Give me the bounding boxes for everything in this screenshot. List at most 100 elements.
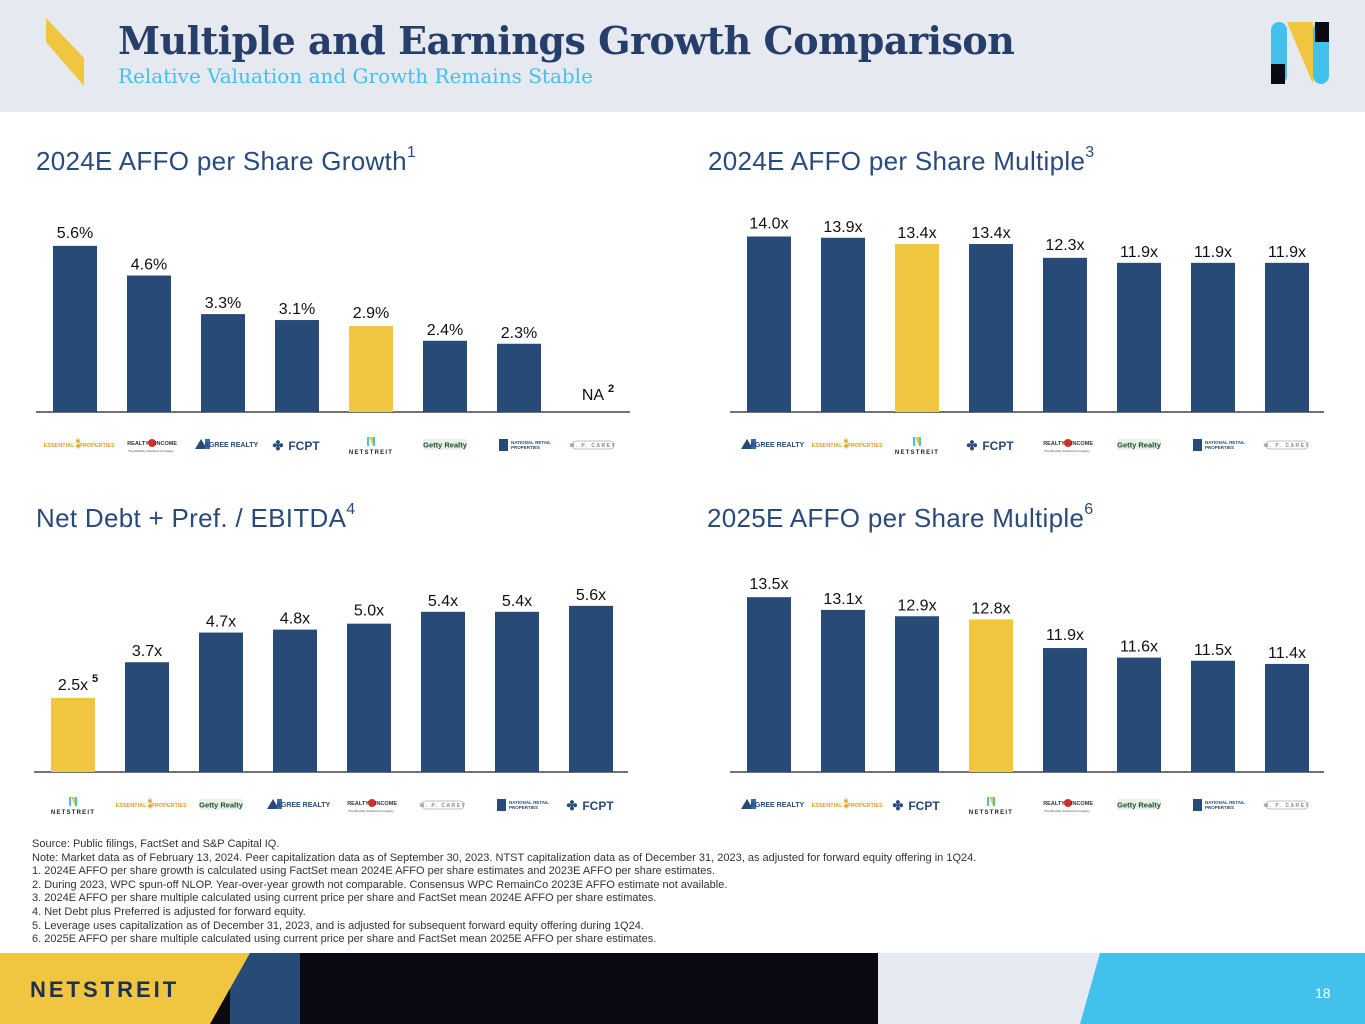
logo-w-p-carey: W. P. CAREY — [420, 800, 467, 810]
circle-icon — [148, 439, 156, 447]
bar-fcpt — [895, 616, 939, 772]
bar-essential-properties — [125, 662, 169, 772]
data-label-w-p-carey: 5.4x — [428, 593, 458, 610]
logo-realty-income: REALTY INCOME The Monthly Dividend Company — [127, 439, 177, 453]
logo-w-p-carey: W. P. CAREY — [1264, 800, 1311, 810]
data-label-agree-realty: 14.0x — [749, 216, 788, 233]
svg-text:FCPT: FCPT — [288, 439, 320, 453]
asterisk-icon: ✤ — [893, 798, 904, 813]
netstreit-n-logo-icon — [1271, 22, 1329, 84]
data-label-w-p-carey: NA — [582, 387, 605, 404]
page-number: 18 — [1315, 985, 1331, 1001]
ar-icon — [267, 799, 282, 809]
data-label-essential-properties: 13.9x — [823, 219, 862, 236]
chart-title-affo-growth: 2024E AFFO per Share Growth1 — [36, 144, 417, 176]
svg-text:REALTY: REALTY — [347, 801, 369, 807]
n-icon — [913, 437, 921, 446]
circle-icon — [1064, 439, 1072, 447]
asterisk-icon: ⁑ — [148, 798, 153, 811]
data-label-netstreit: 2.5x — [58, 677, 88, 694]
bar-netstreit — [969, 619, 1013, 772]
logo-getty-realty: Getty Realty — [1117, 439, 1162, 450]
svg-text:REALTY: REALTY — [1043, 801, 1065, 807]
header-band — [0, 0, 1365, 112]
svg-text:W. P. CAREY: W. P. CAREY — [1264, 803, 1311, 809]
logo-fcpt: ✤ FCPT — [567, 798, 615, 813]
bar-realty-income — [1043, 257, 1087, 412]
logo-essential-properties: ESSENTIAL ⁑PROPERTIES — [44, 438, 115, 451]
data-label-fcpt: 12.9x — [897, 597, 936, 614]
svg-text:Getty Realty: Getty Realty — [423, 441, 468, 450]
svg-text:The Monthly Dividend Company: The Monthly Dividend Company — [128, 449, 174, 453]
svg-text:NATIONAL RETAIL: NATIONAL RETAIL — [1205, 800, 1245, 805]
footnote-1: 1. 2024E AFFO per share growth is calcul… — [32, 865, 715, 878]
data-label-w-p-carey: 11.9x — [1268, 244, 1306, 261]
data-label-getty-realty: 4.7x — [206, 614, 236, 631]
data-label-agree-realty: 3.3% — [205, 295, 241, 312]
logo-fcpt: ✤ FCPT — [967, 438, 1015, 453]
svg-text:W. P. CAREY: W. P. CAREY — [1264, 443, 1311, 449]
svg-text:INCOME: INCOME — [375, 801, 397, 807]
logo-fcpt: ✤ FCPT — [273, 438, 321, 453]
page-title: Multiple and Earnings Growth Comparison — [118, 18, 1015, 63]
data-label-fcpt: 3.1% — [279, 301, 315, 318]
ar-icon — [741, 799, 756, 809]
bar-national-retail-properties — [497, 343, 541, 412]
bar-netstreit — [51, 697, 95, 772]
svg-text:⁑: ⁑ — [148, 798, 153, 811]
logo-agree-realty: AGREE REALTY — [741, 799, 804, 809]
logo-realty-income: REALTY INCOME The Monthly Dividend Company — [1043, 439, 1093, 453]
svg-text:ESSENTIAL: ESSENTIAL — [812, 443, 844, 449]
data-label-essential-properties: 13.1x — [823, 591, 862, 608]
bar-netstreit — [895, 244, 939, 412]
logo-w-p-carey: W. P. CAREY — [570, 440, 615, 450]
bar-fcpt — [569, 605, 613, 772]
svg-text:INCOME: INCOME — [155, 441, 177, 447]
svg-text:The Monthly Dividend Company: The Monthly Dividend Company — [348, 809, 394, 813]
n-icon — [987, 797, 995, 806]
logo-getty-realty: Getty Realty — [423, 439, 468, 450]
logo-realty-income: REALTY INCOME The Monthly Dividend Company — [1043, 799, 1093, 813]
logo-netstreit: NETSTREIT — [895, 437, 938, 456]
data-label-getty-realty: 11.9x — [1120, 244, 1158, 261]
logo-essential-properties: ESSENTIAL ⁑PROPERTIES — [812, 798, 883, 811]
bar-realty-income — [127, 275, 171, 412]
data-label-agree-realty: 4.8x — [280, 611, 310, 628]
data-label-footnote-w-p-carey: 2 — [608, 383, 614, 395]
svg-text:✤: ✤ — [273, 438, 284, 453]
logo-getty-realty: Getty Realty — [1117, 799, 1162, 810]
bar-national-retail-properties — [495, 611, 539, 772]
circle-icon — [1064, 799, 1072, 807]
svg-text:PROPERTIES: PROPERTIES — [847, 803, 883, 809]
bar-national-retail-properties — [1191, 660, 1235, 772]
asterisk-icon: ⁑ — [844, 438, 849, 451]
footnote-source: Source: Public filings, FactSet and S&P … — [32, 838, 280, 850]
data-label-w-p-carey: 11.4x — [1268, 645, 1306, 662]
logo-netstreit: NETSTREIT — [969, 797, 1013, 816]
data-label-fcpt: 5.6x — [576, 587, 606, 604]
logo-agree-realty: AGREE REALTY — [267, 799, 330, 809]
footnote-note: Note: Market data as of February 13, 202… — [32, 851, 977, 864]
svg-text:NETSTREIT: NETSTREIT — [969, 810, 1013, 816]
bar-getty-realty — [423, 340, 467, 412]
page-subtitle: Relative Valuation and Growth Remains St… — [118, 64, 593, 88]
footnote-6: 6. 2025E AFFO per share multiple calcula… — [32, 933, 657, 946]
asterisk-icon: ✤ — [273, 438, 284, 453]
svg-text:The Monthly Dividend Company: The Monthly Dividend Company — [1044, 449, 1090, 453]
data-label-essential-properties: 5.6% — [57, 225, 93, 242]
nr-icon — [497, 799, 506, 811]
svg-text:AGREE REALTY: AGREE REALTY — [750, 442, 805, 449]
svg-text:PROPERTIES: PROPERTIES — [79, 443, 115, 449]
footer-band — [0, 953, 1365, 1024]
svg-text:FCPT: FCPT — [982, 439, 1014, 453]
svg-text:ESSENTIAL: ESSENTIAL — [812, 803, 844, 809]
svg-text:PROPERTIES: PROPERTIES — [1205, 805, 1234, 810]
footer-brand-wordmark: NETSTREIT — [30, 977, 180, 1002]
svg-text:W. P. CAREY: W. P. CAREY — [420, 803, 467, 809]
svg-text:Getty Realty: Getty Realty — [1117, 801, 1162, 810]
svg-text:✤: ✤ — [567, 798, 578, 813]
bar-w-p-carey — [1265, 262, 1309, 412]
bar-agree-realty — [747, 236, 791, 412]
